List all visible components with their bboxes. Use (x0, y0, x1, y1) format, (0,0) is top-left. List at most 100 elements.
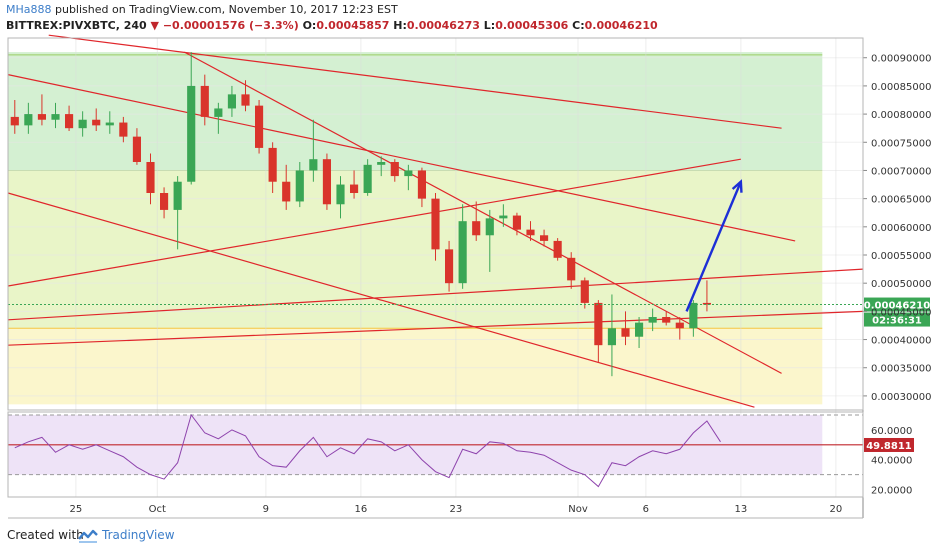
countdown-label: 02:36:31 (872, 316, 922, 327)
publish-text: published on TradingView.com, November 1… (51, 3, 398, 16)
price-tick-label: 0.00085000 (871, 82, 931, 93)
candle-body (675, 322, 684, 329)
candle-body (65, 114, 74, 129)
candle-body (37, 114, 46, 120)
candle-body (540, 235, 549, 241)
candle-body (200, 85, 209, 117)
rsi-tick-label: 60.0000 (871, 426, 912, 437)
candle-body (594, 302, 603, 346)
zone-yellow (8, 328, 823, 405)
candle-body (24, 114, 33, 126)
trendlines-layer (7, 34, 864, 408)
symbol-label: BITTREX:PIVXBTC, 240 (6, 19, 147, 32)
rsi-tick-label: 40.0000 (871, 456, 912, 467)
last-price-label: 0.00046210 (864, 301, 930, 312)
time-tick-label: Oct (149, 504, 166, 515)
price-chart[interactable]: 25 Oct 9 16 23 Nov 6 13 200.0004621002:36:310.00… (0, 0, 932, 522)
candle-body (445, 249, 454, 284)
time-tick-label: 23 (449, 504, 462, 515)
candle-body (119, 122, 128, 137)
overlay-layer (8, 179, 863, 312)
change-value: −0.00001576 (−3.3%) (162, 19, 299, 32)
price-tick-label: 0.00035000 (871, 364, 931, 375)
candle-body (227, 94, 236, 109)
price-tick-label: 0.00075000 (871, 138, 931, 149)
ohlc-legend: BITTREX:PIVXBTC, 240 ▼ −0.00001576 (−3.3… (6, 19, 658, 32)
projection-arrow (685, 181, 742, 312)
candle-body (336, 184, 345, 205)
candle-body (309, 159, 318, 171)
footer: Created with TradingView (0, 522, 932, 550)
candle-body (390, 162, 399, 177)
tradingview-brand-link[interactable]: TradingView (102, 528, 175, 542)
candle-body (404, 170, 413, 177)
publish-info: MHa888 published on TradingView.com, Nov… (6, 3, 398, 16)
time-tick-label: 20 (829, 504, 842, 515)
rsi-last-label: 49.8811 (866, 441, 912, 452)
zone-light-green (8, 170, 823, 329)
zone-green (8, 52, 823, 171)
trendline (7, 74, 796, 242)
trendline (7, 268, 864, 321)
candle-body (160, 193, 169, 210)
candle-body (105, 122, 114, 126)
change-down-icon: ▼ (150, 19, 159, 32)
open-label: O: (302, 19, 317, 32)
candle-body (648, 317, 657, 323)
axes-layer: 25 Oct 9 16 23 Nov 6 13 200.0004621002:36:310.00… (7, 37, 931, 519)
candle-body (241, 94, 250, 106)
candle-body (580, 280, 589, 303)
candle-body (458, 221, 467, 284)
candle-body (512, 215, 521, 230)
price-tick-label: 0.00060000 (871, 223, 931, 234)
candle-body (214, 108, 223, 117)
rsi-tick-label: 20.0000 (871, 486, 912, 497)
time-tick-label: Nov (568, 504, 588, 515)
price-tick-label: 0.00080000 (871, 110, 931, 121)
rsi-line (14, 413, 721, 488)
tradingview-logo-icon[interactable] (78, 529, 98, 543)
price-tick-label: 0.00045000 (871, 307, 931, 318)
trendline (48, 34, 782, 129)
high-value: 0.00046273 (406, 19, 480, 32)
zones-layer (8, 52, 823, 405)
rsi-pane (8, 413, 863, 488)
candle-body (553, 240, 562, 258)
created-with-text: Created with (7, 528, 84, 542)
candle-body (132, 136, 141, 162)
close-value: 0.00046210 (584, 19, 658, 32)
candle-body (295, 170, 304, 202)
time-tick-label: 6 (643, 504, 649, 515)
chart-header: MHa888 published on TradingView.com, Nov… (0, 0, 932, 36)
candle-body (10, 116, 19, 126)
last-price-badge (864, 297, 930, 312)
candle-body (431, 198, 440, 250)
time-tick-label: 25 (69, 504, 82, 515)
author-link[interactable]: MHa888 (6, 3, 52, 16)
candle-body (51, 114, 60, 120)
rsi-last-badge (864, 437, 914, 452)
candle-body (526, 229, 535, 236)
candle-body (78, 119, 87, 129)
candle-body (689, 302, 698, 329)
candle-body (621, 328, 630, 337)
candle-body (255, 105, 264, 148)
countdown-badge (864, 312, 930, 327)
candle-body (363, 164, 372, 193)
price-tick-label: 0.00030000 (871, 392, 931, 403)
candle-body (187, 85, 196, 182)
rsi-pane-border (7, 411, 864, 498)
candle-body (485, 218, 494, 236)
price-tick-label: 0.00040000 (871, 336, 931, 347)
high-label: H: (393, 19, 407, 32)
trendline (7, 310, 864, 346)
candle-body (472, 221, 481, 236)
candle-body (662, 317, 671, 323)
projection-arrow-head (731, 179, 743, 193)
candle-body (282, 181, 291, 202)
trendline (184, 51, 782, 374)
time-tick-label: 16 (354, 504, 367, 515)
price-tick-label: 0.00065000 (871, 195, 931, 206)
price-tick-label: 0.00050000 (871, 279, 931, 290)
open-value: 0.00045857 (316, 19, 390, 32)
